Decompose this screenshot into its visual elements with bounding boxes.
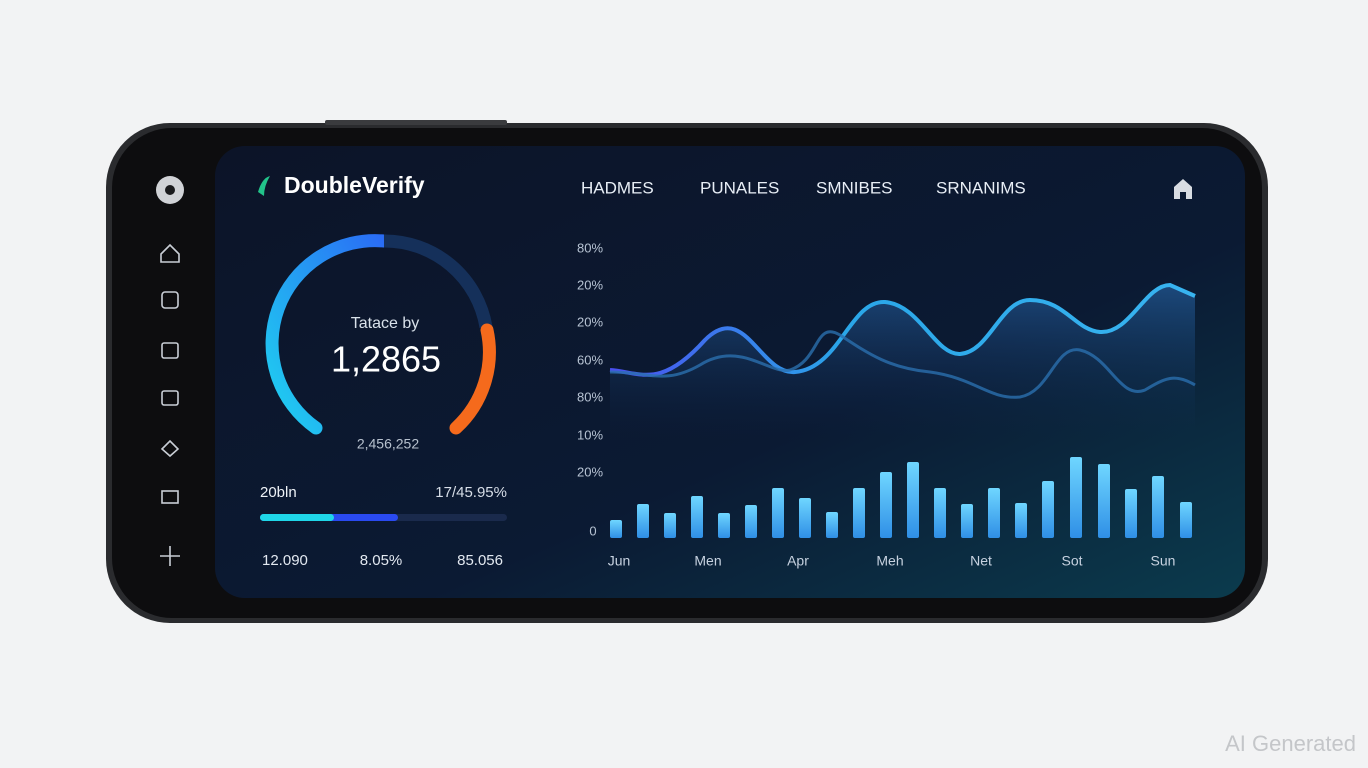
bar [1042,481,1054,538]
phone-button [325,120,507,125]
wave-line [609,330,1196,399]
bar [1070,457,1082,538]
bar [1152,476,1164,538]
stat: 85.056 [457,552,503,569]
bar [988,488,1000,538]
nav-tab[interactable]: PUNALES [700,178,779,197]
bar [826,512,838,538]
stat: 8.05% [360,552,403,569]
y-label: 0 [589,523,596,538]
progress-value: 17/45.95% [435,484,507,501]
bar [961,504,973,538]
avatar-dot [165,185,175,195]
bar [637,504,649,538]
x-label: Sot [1061,553,1082,569]
bar [745,505,757,538]
stat: 12.090 [262,552,308,569]
y-label: 10% [577,427,603,442]
progress-label: 20bln [260,484,297,501]
y-label: 20% [577,464,603,479]
x-label: Sun [1151,553,1176,569]
bars [610,457,1192,538]
bar [1180,502,1192,538]
nav-tab[interactable]: SRNANIMS [936,178,1026,197]
bar [853,488,865,538]
bar [1015,503,1027,538]
bar [934,488,946,538]
gauge-track [383,234,493,329]
icon[interactable] [161,490,179,504]
bar [772,488,784,538]
home-icon[interactable] [160,243,180,263]
x-label: Men [694,553,721,569]
wave-area [610,285,1195,440]
bar [907,462,919,538]
watermark: AI Generated [1225,731,1356,756]
gauge-arc [265,234,391,435]
icon[interactable] [161,390,179,406]
nav-tab[interactable]: SMNIBES [816,178,893,197]
y-label: 60% [577,352,603,367]
x-label: Net [970,553,992,569]
bar [718,513,730,538]
bar [664,513,676,538]
bar [1098,464,1110,538]
x-label: Jun [608,553,631,569]
y-label: 80% [577,240,603,255]
bar [799,498,811,538]
gauge-sub: 2,456,252 [357,436,419,452]
gauge-label: Tatace by [351,315,419,332]
y-label: 20% [577,314,603,329]
bar [880,472,892,538]
logo-mark [258,176,270,196]
logo[interactable]: DoubleVerify [284,172,425,198]
icon[interactable] [161,291,179,309]
gauge-accent [449,323,496,435]
wave-line [609,282,1196,377]
x-label: Meh [876,553,903,569]
icon[interactable] [161,342,179,359]
y-label: 80% [577,389,603,404]
home-button[interactable] [1174,179,1192,199]
icon[interactable] [160,439,180,458]
add-icon[interactable] [160,546,180,566]
y-label: 20% [577,277,603,292]
bar [691,496,703,538]
bar [610,520,622,538]
gauge-value: 1,2865 [331,339,441,380]
progress-fill [260,514,334,521]
x-label: Apr [787,553,809,569]
nav-tab[interactable]: HADMES [581,178,654,197]
bar [1125,489,1137,538]
